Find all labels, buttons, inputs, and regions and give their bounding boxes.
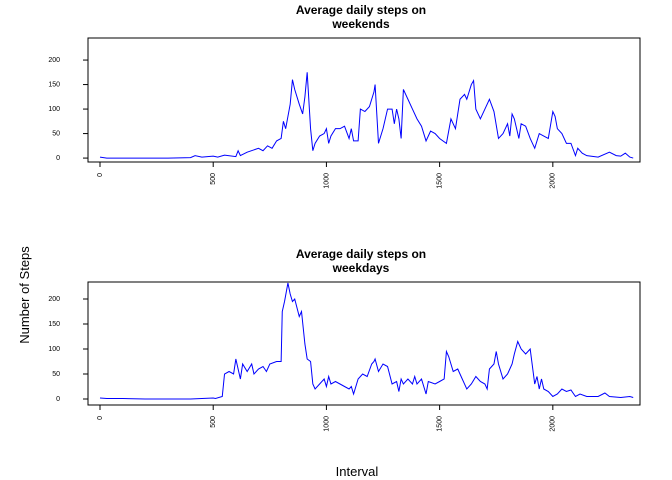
y-axis-label: Number of Steps [17,246,32,344]
x-tick-label: 2000 [550,173,557,189]
x-tick-label: 1000 [323,416,330,432]
y-tick-label: 200 [48,57,60,64]
plot-frame [87,281,641,406]
y-tick-label: 50 [52,130,60,137]
y-tick-label: 200 [48,296,60,303]
plot-frame [87,37,641,163]
y-tick-label: 50 [52,371,60,378]
x-tick-label: 1500 [436,173,443,189]
chart-title: weekdays [332,261,390,275]
chart-title: Average daily steps on [296,247,426,261]
chart-title: Average daily steps on [296,3,426,17]
y-tick-label: 100 [48,106,60,113]
x-tick-label: 2000 [550,416,557,432]
data-line [99,72,634,159]
y-tick-label: 100 [48,346,60,353]
x-tick-label: 500 [210,173,217,185]
x-tick-label: 0 [97,416,104,420]
x-axis-label: Interval [336,464,379,479]
data-line [99,282,634,400]
x-tick-label: 1500 [436,416,443,432]
y-tick-label: 150 [48,321,60,328]
x-tick-label: 1000 [323,173,330,189]
chart-title: weekends [331,17,390,31]
y-tick-label: 150 [48,81,60,88]
x-tick-label: 0 [97,173,104,177]
x-tick-label: 500 [210,416,217,428]
y-tick-label: 0 [56,396,60,403]
y-tick-label: 0 [56,155,60,162]
